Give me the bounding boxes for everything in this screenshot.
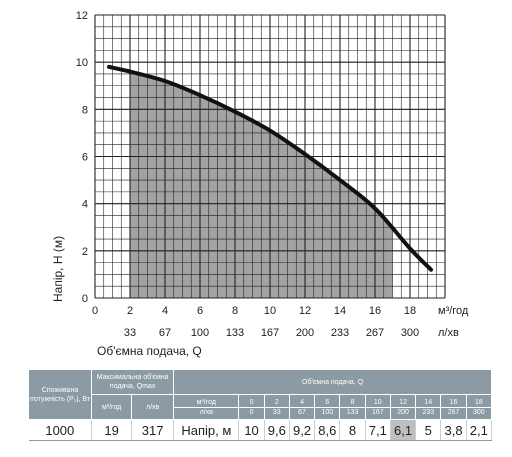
header-flow-group: Об'ємна подача, Q bbox=[173, 369, 492, 395]
y-tick-label: 4 bbox=[82, 199, 88, 211]
x-tick-label: 12 bbox=[299, 305, 311, 317]
header-q-col: 6 100 bbox=[314, 394, 341, 420]
x-tick-label: 14 bbox=[334, 305, 346, 317]
x-tick-label: 18 bbox=[404, 305, 416, 317]
head-curve-line bbox=[107, 64, 433, 272]
y-tick-label: 6 bbox=[82, 152, 88, 164]
x-secondary-tick-label: 300 bbox=[401, 327, 419, 339]
header-q-col: 14 233 bbox=[415, 394, 442, 420]
x-tick-label: 4 bbox=[162, 305, 168, 317]
table-row: 1000 19 317 Напір, м 10 9,6 9,2 8,6 8 7,… bbox=[28, 419, 493, 441]
header-q-col: 2 33 bbox=[263, 394, 290, 420]
header-q-col: 18 300 bbox=[465, 394, 493, 420]
x-tick-label: 10 bbox=[264, 305, 276, 317]
x-tick-label: 0 bbox=[92, 305, 98, 317]
header-unit-stack: м³/год л/хв bbox=[173, 394, 240, 420]
x-axis-title: Об'ємна подача, Q bbox=[97, 344, 202, 358]
x-secondary-tick-label: 100 bbox=[191, 327, 209, 339]
x-secondary-tick-label: 167 bbox=[261, 327, 279, 339]
cell-head-value: 9,2 bbox=[289, 419, 316, 441]
pump-spec-table: Споживана потужність (P₁), Вт Максимальн… bbox=[27, 369, 493, 441]
cell-head-value: 8 bbox=[339, 419, 366, 441]
cell-qmax-m3h: 19 bbox=[91, 419, 133, 441]
y-axis-title: Напір, H (м) bbox=[51, 236, 65, 302]
x-secondary-tick-label: 233 bbox=[331, 327, 349, 339]
cell-head-value: 8,6 bbox=[314, 419, 341, 441]
cell-head-value: 5 bbox=[415, 419, 442, 441]
x-secondary-tick-label: 67 bbox=[159, 327, 171, 339]
y-tick-label: 8 bbox=[82, 104, 88, 116]
chart-grid bbox=[94, 14, 446, 299]
cell-qmax-lmin: 317 bbox=[131, 419, 175, 441]
pump-head-curve-chart: 0 2 4 6 8 10 12 0 2 4 6 8 10 12 14 16 18 33 67 100 133 167 200… bbox=[51, 10, 469, 358]
header-power: Споживана потужність (P₁), Вт bbox=[27, 369, 93, 420]
cell-head-value: 7,1 bbox=[365, 419, 391, 441]
cell-power: 1000 bbox=[28, 419, 93, 441]
x-secondary-tick-label: 200 bbox=[296, 327, 314, 339]
x-unit-label: м³/год bbox=[438, 305, 469, 317]
cell-head-value: 3,8 bbox=[440, 419, 467, 441]
header-qmax-lmin: л/хв bbox=[131, 394, 175, 420]
header-q-col: 10 167 bbox=[364, 394, 391, 420]
header-q-col: 8 133 bbox=[339, 394, 366, 420]
cell-head-value: 6,1 bbox=[390, 419, 417, 441]
y-tick-label: 2 bbox=[82, 246, 88, 258]
header-max-flow: Максимальна об'ємна подача, Qmax bbox=[91, 369, 175, 395]
header-unit-m3h: м³/год bbox=[174, 398, 238, 408]
y-tick-label: 0 bbox=[82, 293, 88, 305]
cell-head-value: 2,1 bbox=[466, 419, 493, 441]
header-q-col: 12 200 bbox=[389, 394, 417, 420]
header-q-col: 16 267 bbox=[440, 394, 467, 420]
x-tick-label: 16 bbox=[369, 305, 381, 317]
axis-ticks: 0 2 4 6 8 10 12 0 2 4 6 8 10 12 14 16 18 33 67 100 133 167 200… bbox=[76, 10, 469, 339]
x-tick-label: 2 bbox=[127, 305, 133, 317]
x-tick-label: 8 bbox=[232, 305, 238, 317]
x-secondary-tick-label: 133 bbox=[226, 327, 244, 339]
y-tick-label: 12 bbox=[76, 10, 88, 22]
header-q-col: 4 67 bbox=[288, 394, 316, 420]
cell-head-value: 9,6 bbox=[264, 419, 290, 441]
x-secondary-tick-label: 267 bbox=[366, 327, 384, 339]
cell-head-value: 10 bbox=[238, 419, 265, 441]
header-qmax-m3h: м³/год bbox=[91, 394, 133, 420]
x-tick-label: 6 bbox=[197, 305, 203, 317]
cell-head-label: Напір, м bbox=[173, 419, 240, 441]
x-secondary-unit-label: л/хв bbox=[438, 327, 459, 339]
y-tick-label: 10 bbox=[76, 57, 88, 69]
x-secondary-tick-label: 33 bbox=[124, 327, 136, 339]
header-unit-lmin: л/хв bbox=[199, 408, 213, 416]
